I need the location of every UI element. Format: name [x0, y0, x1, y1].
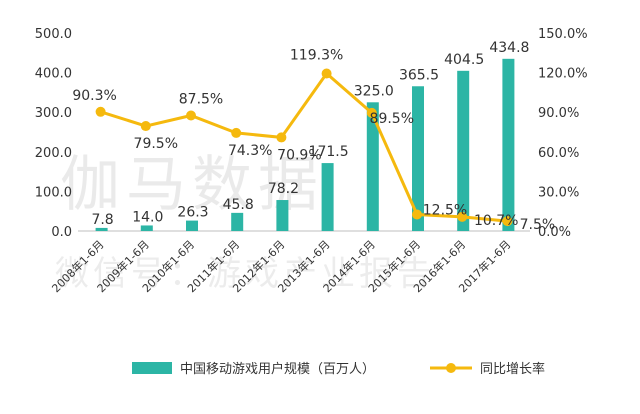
legend-label-line: 同比增长率 [480, 361, 545, 377]
bar-value-label: 45.8 [223, 197, 254, 213]
line-point [231, 127, 242, 138]
line-value-label: 7.5% [520, 217, 556, 233]
bar-value-label: 78.2 [268, 181, 299, 197]
line-point [276, 132, 287, 143]
line-value-label: 119.3% [290, 48, 343, 64]
legend-swatch-marker [446, 363, 456, 373]
y-right-tick-label: 30.0% [538, 185, 579, 200]
line-value-label: 79.5% [134, 136, 178, 152]
legend-label-bars: 中国移动游戏用户规模（百万人） [180, 361, 375, 377]
bar [231, 212, 244, 231]
data-labels: 7.8 14.0 26.3 45.8 78.2 171.5 325.0 365.5 404.5 4… [72, 40, 555, 233]
y-right-tick-label: 60.0% [538, 146, 579, 161]
y-right-tick-label: 0.0% [538, 225, 571, 240]
y-right-tick-label: 150.0% [538, 27, 588, 42]
line-point [186, 110, 196, 121]
bar [457, 70, 470, 232]
line-value-label: 87.5% [179, 92, 223, 108]
watermark-line2: 微信号：游戏产业报告 [55, 254, 435, 294]
bar [502, 58, 515, 231]
y-right-tick-label: 120.0% [538, 67, 588, 82]
bar-value-label: 14.0 [132, 209, 163, 225]
growth-line [100, 71, 508, 223]
line-value-label: 70.9% [277, 147, 321, 163]
line-value-label: 89.5% [370, 111, 414, 127]
bar [412, 86, 424, 232]
bar-value-label: 434.8 [489, 40, 529, 56]
line-series [95, 68, 513, 227]
bar-value-label: 7.8 [91, 212, 113, 228]
bar-series [95, 58, 515, 232]
line-point [412, 209, 422, 220]
legend-swatch-bars [132, 362, 172, 374]
line-value-label: 74.3% [228, 143, 272, 159]
bar-value-label: 26.3 [177, 205, 208, 221]
bar-value-label: 325.0 [354, 83, 394, 99]
y-left-tick-label: 300.0 [35, 106, 72, 121]
line-point [140, 121, 151, 132]
watermark-line1: 伽马数据 [60, 150, 324, 220]
y-right-tick-label: 90.0% [538, 106, 579, 121]
bar [366, 102, 379, 231]
bar-value-label: 365.5 [399, 67, 439, 83]
line-point [95, 106, 106, 117]
bar [321, 163, 334, 231]
y-left-tick-label: 500.0 [35, 27, 72, 42]
bar [95, 227, 108, 231]
line-point [321, 68, 332, 79]
legend: 中国移动游戏用户规模（百万人） 同比增长率 [132, 361, 545, 377]
watermark: 伽马数据 微信号：游戏产业报告 [55, 150, 435, 294]
bar [186, 220, 198, 231]
line-point [502, 216, 513, 227]
line-value-label: 90.3% [72, 88, 116, 104]
bar-value-label: 404.5 [444, 52, 484, 68]
line-value-label: 10.7% [474, 213, 518, 229]
bar [140, 225, 153, 231]
y-left-tick-label: 400.0 [35, 67, 72, 82]
bar [276, 200, 289, 231]
line-point [366, 107, 377, 118]
y-left-tick-label: 200.0 [35, 146, 72, 161]
line-point [457, 211, 468, 222]
bar-value-label: 171.5 [309, 144, 349, 160]
y-left-tick-label: 100.0 [35, 185, 72, 200]
line-value-label: 12.5% [423, 203, 467, 219]
y-left-tick-label: 0.0 [51, 225, 72, 240]
